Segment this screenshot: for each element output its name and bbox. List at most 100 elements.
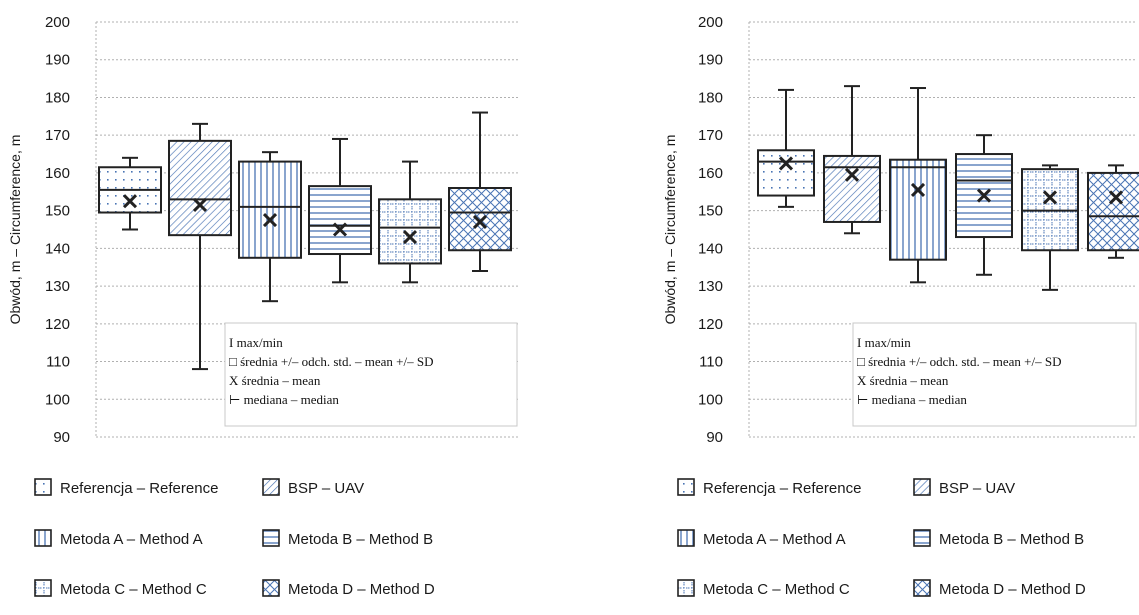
mean-marker [332,222,348,237]
legend-label: BSP – UAV [939,480,1015,497]
box-diag [823,85,881,235]
left-chart: 90 100 110 120 130 140 150 160 170 180 190 200 Obwód… [7,14,518,598]
mean-marker [778,156,794,171]
legend-label: Metoda B – Method B [939,531,1084,548]
y-tick-label: 110 [699,354,723,371]
y-tick-label: 120 [45,316,70,333]
key-box [224,322,518,427]
key-box [852,322,1137,427]
box-body [168,139,232,237]
box-body [823,154,881,223]
legend-swatch [677,529,695,547]
legend-item: Referencja – Reference [677,478,861,497]
y-tick-label: 180 [45,89,70,106]
key-entry: X średnia – mean [857,373,949,388]
legend-label: Metoda B – Method B [288,531,433,548]
box-cross [448,111,512,272]
box-cross [1087,164,1139,259]
box-vert [238,151,302,303]
y-tick-label: 190 [45,52,70,69]
legend-label: Referencja – Reference [703,480,861,497]
y-tick-label: 190 [698,52,723,69]
legend-label: Metoda D – Method D [939,581,1086,598]
y-tick-label: 90 [53,429,70,446]
legend-swatch [262,579,280,597]
box-grid [378,160,442,284]
key-entry: ⊢ mediana – median [229,392,339,407]
legend-label: Metoda C – Method C [60,581,207,598]
y-tick-label: 150 [45,203,70,220]
mean-marker [472,214,488,230]
key-entry: I max/min [229,335,283,350]
box-diag [168,122,232,371]
key-entry: I max/min [857,335,911,350]
legend-swatch [34,579,52,597]
legend-item: BSP – UAV [913,478,1015,497]
legend-item: Metoda C – Method C [677,579,850,598]
legend-label: Metoda A – Method A [703,531,846,548]
y-tick-label: 200 [45,14,70,31]
y-tick-label: 170 [698,127,723,144]
mean-marker [192,197,208,213]
legend-item: BSP – UAV [262,478,364,497]
box-dots [757,88,815,208]
legend-label: Metoda C – Method C [703,581,850,598]
y-axis-label: Obwód, m – Circumference, m [662,135,678,325]
key-entry: X średnia – mean [229,373,321,388]
y-tick-label: 110 [46,354,70,371]
box-body [757,149,815,197]
box-body [955,153,1013,239]
y-tick-label: 140 [45,240,70,257]
legend-label: BSP – UAV [288,480,364,497]
box-vert [889,87,947,284]
legend-item: Referencja – Reference [34,478,218,497]
legend-swatch [913,529,931,547]
y-tick-label: 130 [698,278,723,295]
y-tick-label: 100 [698,391,723,408]
legend-swatch [913,478,931,496]
box-body [1087,171,1139,252]
legend-item: Metoda A – Method A [34,529,203,548]
legend-label: Metoda D – Method D [288,581,435,598]
box-horiz [308,137,372,284]
legend-item: Metoda A – Method A [677,529,846,548]
legend-swatch [34,478,52,496]
right-chart: 90 100 110 120 130 140 150 160 170 180 190 200 Obwód… [662,14,1139,598]
y-tick-label: 160 [45,165,70,182]
legend-item: Metoda B – Method B [262,529,433,548]
box-horiz [955,134,1013,276]
legend-label: Referencja – Reference [60,480,218,497]
key-entry: ⊢ mediana – median [857,392,967,407]
box-body [378,198,442,265]
y-tick-label: 120 [698,316,723,333]
legend-swatch [677,579,695,597]
legend-swatch [262,478,280,496]
legend-item: Metoda D – Method D [913,579,1086,598]
mean-marker [976,188,992,203]
y-tick-label: 180 [698,89,723,106]
mean-marker [262,213,278,228]
box-body [448,187,512,252]
box-grid [1021,164,1079,291]
y-tick-label: 140 [698,240,723,257]
box-body [308,185,372,256]
mean-marker [1108,190,1124,205]
box-dots [98,156,162,231]
y-tick-label: 200 [698,14,723,31]
mean-marker [844,167,860,182]
legend-swatch [913,579,931,597]
y-tick-label: 100 [45,391,70,408]
legend-swatch [262,529,280,547]
y-tick-label: 170 [45,127,70,144]
legend-swatch [677,478,695,496]
y-tick-label: 130 [45,278,70,295]
mean-marker [402,229,418,245]
legend-item: Metoda D – Method D [262,579,435,598]
y-tick-label: 90 [706,429,723,446]
mean-marker [910,182,926,197]
key-entry: □ średnia +/– odch. std. – mean +/– SD [229,354,434,369]
y-tick-label: 160 [698,165,723,182]
mean-marker [1042,190,1058,205]
mean-marker [122,194,138,209]
